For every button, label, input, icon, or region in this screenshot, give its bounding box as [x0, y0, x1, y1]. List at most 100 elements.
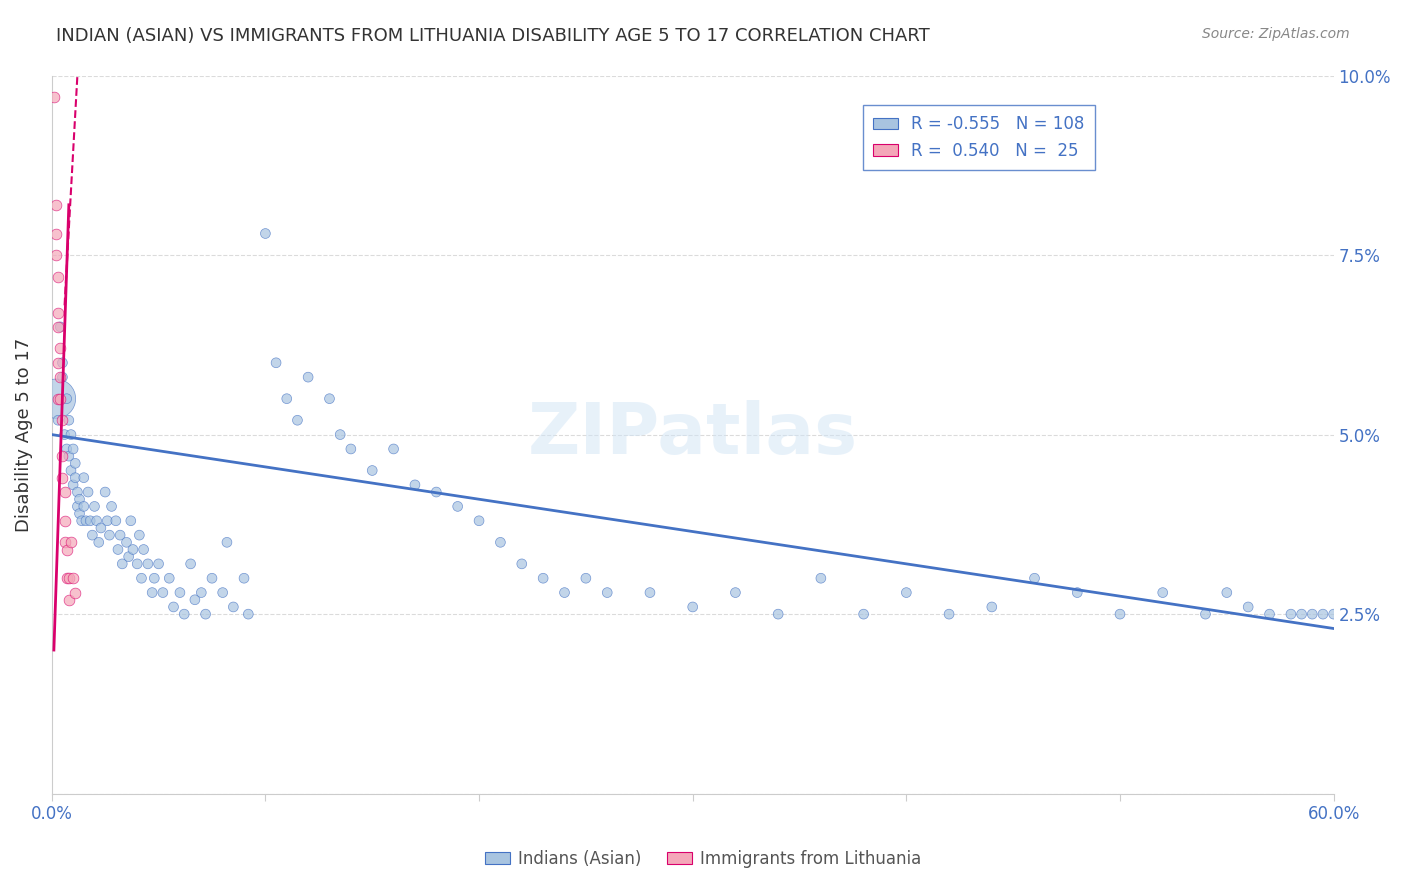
- Point: [51, 370, 73, 384]
- Point: [46, 269, 69, 284]
- Point: [53, 485, 76, 500]
- Point: [58, 413, 80, 427]
- Point: [131, 571, 153, 585]
- Point: [1216, 585, 1239, 599]
- Point: [55, 571, 77, 585]
- Point: [194, 607, 217, 621]
- Point: [120, 514, 142, 528]
- Point: [938, 607, 960, 621]
- Point: [180, 557, 202, 571]
- Point: [53, 514, 76, 528]
- Point: [1291, 607, 1313, 621]
- Point: [1152, 585, 1174, 599]
- Point: [1237, 599, 1260, 614]
- Point: [79, 514, 101, 528]
- Point: [62, 478, 84, 492]
- Point: [87, 535, 110, 549]
- Point: [108, 528, 131, 542]
- Point: [682, 599, 704, 614]
- Point: [62, 571, 84, 585]
- Point: [69, 492, 91, 507]
- Point: [596, 585, 619, 599]
- Point: [55, 542, 77, 557]
- Point: [69, 507, 91, 521]
- Point: [83, 500, 105, 514]
- Point: [162, 599, 184, 614]
- Text: Source: ZipAtlas.com: Source: ZipAtlas.com: [1202, 27, 1350, 41]
- Point: [96, 514, 118, 528]
- Point: [489, 535, 512, 549]
- Point: [254, 227, 277, 241]
- Point: [107, 542, 129, 557]
- Point: [190, 585, 212, 599]
- Point: [45, 248, 67, 262]
- Point: [425, 485, 447, 500]
- Point: [468, 514, 491, 528]
- Point: [810, 571, 832, 585]
- Point: [111, 557, 134, 571]
- Point: [73, 471, 96, 485]
- Point: [53, 427, 76, 442]
- Point: [340, 442, 363, 456]
- Point: [980, 599, 1002, 614]
- Point: [132, 542, 155, 557]
- Point: [65, 471, 87, 485]
- Point: [127, 557, 149, 571]
- Point: [59, 427, 82, 442]
- Point: [98, 528, 121, 542]
- Point: [152, 585, 174, 599]
- Point: [65, 456, 87, 470]
- Point: [169, 585, 191, 599]
- Point: [1279, 607, 1302, 621]
- Point: [638, 585, 661, 599]
- Point: [58, 571, 80, 585]
- Point: [1258, 607, 1281, 621]
- Point: [55, 442, 77, 456]
- Point: [404, 478, 426, 492]
- Point: [51, 413, 73, 427]
- Point: [66, 500, 89, 514]
- Text: INDIAN (ASIAN) VS IMMIGRANTS FROM LITHUANIA DISABILITY AGE 5 TO 17 CORRELATION C: INDIAN (ASIAN) VS IMMIGRANTS FROM LITHUA…: [56, 27, 929, 45]
- Point: [553, 585, 575, 599]
- Point: [58, 592, 80, 607]
- Point: [46, 392, 69, 406]
- Point: [329, 427, 352, 442]
- Point: [45, 392, 67, 406]
- Point: [297, 370, 319, 384]
- Point: [58, 449, 80, 463]
- Point: [49, 392, 72, 406]
- Point: [361, 463, 384, 477]
- Point: [59, 535, 82, 549]
- Point: [122, 542, 145, 557]
- Point: [318, 392, 340, 406]
- Legend: Indians (Asian), Immigrants from Lithuania: Indians (Asian), Immigrants from Lithuan…: [478, 844, 928, 875]
- Point: [46, 356, 69, 370]
- Point: [46, 319, 69, 334]
- Point: [55, 392, 77, 406]
- Point: [51, 471, 73, 485]
- Point: [211, 585, 233, 599]
- Point: [70, 514, 93, 528]
- Point: [382, 442, 405, 456]
- Point: [148, 557, 170, 571]
- Point: [510, 557, 533, 571]
- Point: [51, 449, 73, 463]
- Point: [215, 535, 238, 549]
- Point: [115, 535, 138, 549]
- Point: [201, 571, 224, 585]
- Point: [264, 356, 287, 370]
- Point: [766, 607, 789, 621]
- Point: [45, 198, 67, 212]
- Point: [184, 592, 207, 607]
- Point: [1312, 607, 1334, 621]
- Point: [128, 528, 150, 542]
- Point: [173, 607, 195, 621]
- Point: [141, 585, 163, 599]
- Point: [1109, 607, 1132, 621]
- Point: [75, 514, 97, 528]
- Point: [53, 535, 76, 549]
- Point: [49, 342, 72, 356]
- Point: [82, 528, 104, 542]
- Point: [100, 500, 122, 514]
- Point: [136, 557, 159, 571]
